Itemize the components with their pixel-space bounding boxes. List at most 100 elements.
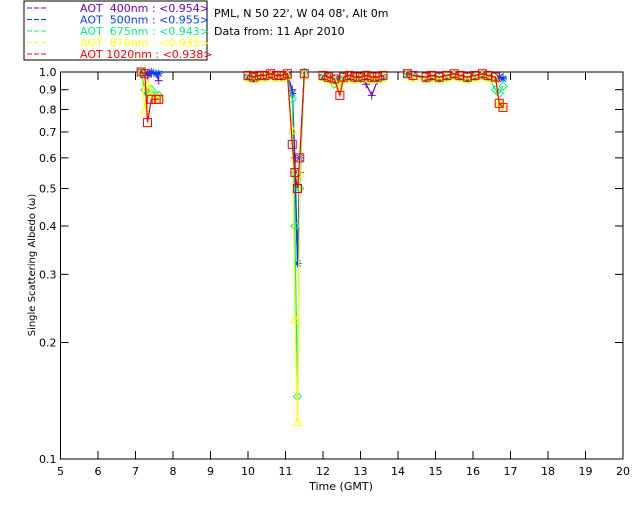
data-point-triangle	[470, 72, 480, 82]
series-line	[247, 71, 305, 264]
series-1	[137, 68, 507, 268]
data-point-square	[290, 167, 300, 177]
x-tick-label: 11	[279, 465, 293, 478]
data-point-square	[491, 72, 500, 82]
data-point-square	[372, 72, 382, 82]
data-point-asterisk	[499, 74, 507, 83]
data-point-diamond	[290, 221, 300, 231]
data-point-square	[344, 70, 354, 80]
data-point-square	[154, 94, 164, 104]
data-point-square	[277, 70, 287, 80]
data-point-square	[408, 70, 418, 80]
x-tick-label: 18	[541, 465, 555, 478]
data-point-triangle	[146, 88, 157, 98]
x-tick-label: 19	[579, 465, 593, 478]
data-point-square	[299, 69, 309, 79]
data-point-square	[143, 118, 152, 128]
x-tick-label: 6	[95, 465, 102, 478]
data-point-square	[350, 72, 360, 82]
data-point-triangle	[441, 72, 452, 82]
data-point-square	[140, 69, 150, 79]
legend-entry: AOT 870nm : <0.935>	[80, 37, 209, 50]
data-point-diamond	[498, 81, 508, 91]
data-point-triangle	[287, 124, 298, 135]
data-point-square	[477, 69, 487, 79]
y-tick-label: 0.4	[39, 220, 57, 233]
data-point-plus	[367, 91, 376, 100]
x-tick-label: 7	[132, 465, 139, 478]
series-3	[136, 66, 508, 426]
x-tick-label: 13	[354, 465, 368, 478]
x-tick-label: 10	[241, 465, 255, 478]
legend: AOT 400nm : <0.954>AOT 500nm : <0.955> AO…	[27, 2, 213, 61]
data-point-square	[329, 74, 339, 84]
y-tick-label: 0.2	[39, 337, 57, 350]
y-tick-label: 0.6	[39, 152, 57, 165]
data-point-square	[318, 70, 328, 80]
x-tick-label: 16	[466, 465, 480, 478]
data-point-asterisk	[143, 69, 152, 78]
data-point-square	[266, 69, 275, 79]
legend-box	[23, 0, 208, 61]
data-point-triangle	[434, 73, 445, 84]
data-point-asterisk	[300, 68, 309, 76]
y-tick-label: 0.9	[39, 84, 57, 97]
series-0	[137, 68, 507, 268]
data-point-triangle	[490, 73, 501, 84]
data-point-square	[356, 72, 365, 82]
x-tick-label: 5	[57, 465, 64, 478]
data-point-asterisk	[147, 68, 156, 76]
x-tick-label: 14	[391, 465, 405, 478]
data-point-square	[339, 72, 349, 82]
series-2	[136, 67, 508, 402]
y-tick-label: 1.0	[39, 66, 57, 79]
data-point-square	[282, 69, 292, 79]
data-point-square	[254, 70, 264, 80]
x-tick-label: 20	[616, 465, 630, 478]
date-label: Data from: 11 Apr 2010	[214, 25, 345, 38]
legend-entry: AOT 400nm : <0.954>	[80, 2, 209, 15]
data-point-plus	[154, 76, 163, 85]
data-point-asterisk	[403, 69, 412, 78]
data-point-asterisk	[293, 259, 302, 268]
x-axis-label: Time (GMT)	[308, 480, 373, 493]
data-point-square	[361, 70, 371, 80]
data-point-square	[449, 69, 459, 79]
y-tick-label: 0.8	[39, 104, 57, 117]
x-tick-label: 12	[316, 465, 330, 478]
legend-entry: AOT 1020nm : <0.938>	[80, 48, 213, 61]
data-point-square	[293, 183, 302, 193]
data-point-asterisk	[288, 89, 297, 98]
location-label: PML, N 50 22', W 04 08', Alt 0m	[214, 7, 388, 20]
data-point-square	[378, 70, 388, 80]
series-line	[140, 71, 159, 123]
data-point-triangle	[294, 167, 305, 177]
x-tick-label: 17	[504, 465, 518, 478]
data-point-square	[367, 72, 377, 82]
series-4	[136, 67, 508, 193]
data-point-square	[498, 102, 508, 112]
series-line	[247, 71, 305, 264]
data-point-square	[324, 72, 334, 82]
y-tick-label: 0.3	[39, 268, 57, 281]
x-tick-label: 9	[207, 465, 214, 478]
y-tick-label: 0.7	[39, 126, 57, 139]
data-point-square	[260, 70, 270, 80]
data-point-asterisk	[154, 69, 163, 78]
data-point-square	[249, 72, 259, 82]
plot-frame	[60, 71, 624, 460]
data-point-triangle	[290, 313, 300, 324]
data-point-square	[243, 70, 253, 80]
data-point-square	[295, 153, 305, 163]
y-tick-label: 0.5	[39, 182, 57, 195]
legend-entry: AOT 500nm : <0.955>	[80, 14, 209, 27]
data-point-square	[421, 72, 431, 82]
x-tick-label: 8	[170, 465, 177, 478]
data-point-square	[287, 139, 297, 149]
data-point-triangle	[153, 92, 164, 102]
series-line	[247, 72, 305, 189]
y-tick-label: 0.1	[39, 453, 57, 466]
series-line	[247, 73, 305, 422]
